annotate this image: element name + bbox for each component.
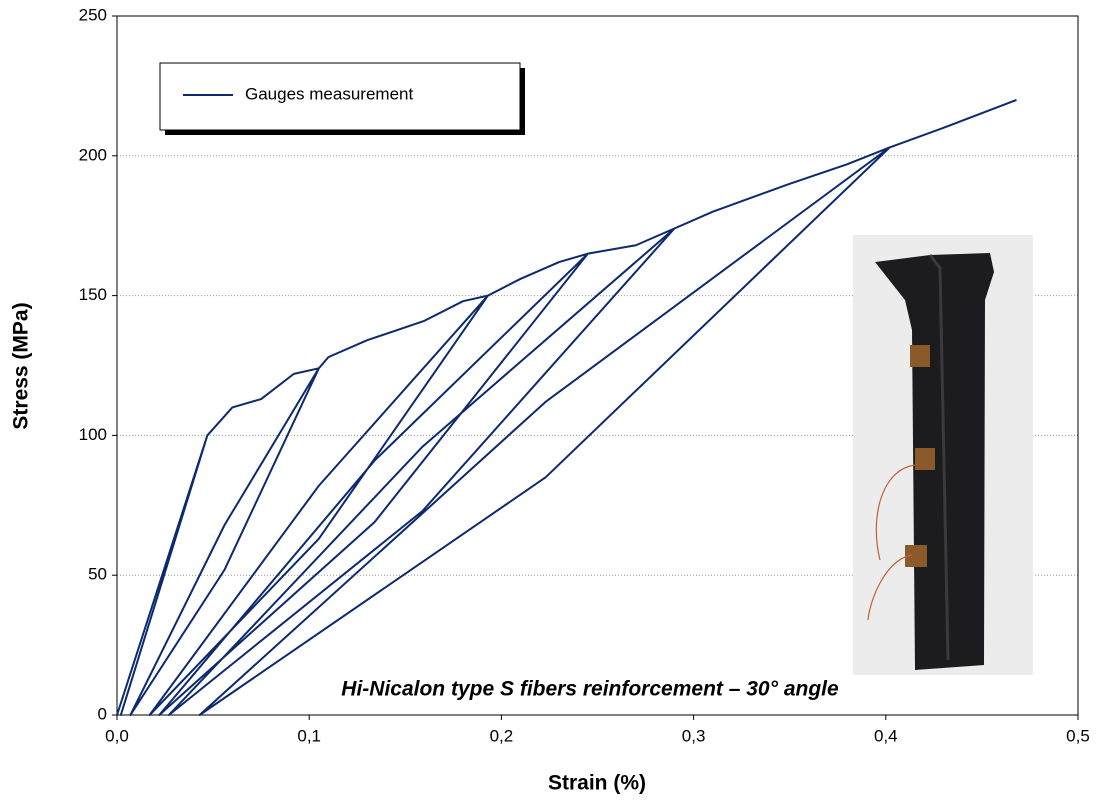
plot-frame [116,15,1079,716]
y-axis-title: Stress (MPa) [10,302,33,429]
legend-label: Gauges measurement [245,84,413,103]
legend: Gauges measurement [159,62,525,135]
annotation: Hi-Nicalon type S fibers reinforcement –… [341,678,839,701]
y-tick-label: 250 [79,5,107,24]
x-tick-label: 0,5 [1066,726,1090,745]
x-tick-label: 0,0 [105,726,129,745]
y-tick-label: 0 [98,704,107,723]
x-tick-label: 0,3 [682,726,706,745]
x-axis-title: Strain (%) [548,772,646,795]
x-tick-label: 0,2 [490,726,514,745]
y-tick-label: 150 [79,285,107,304]
data-line [116,98,1017,716]
x-tick-label: 0,4 [874,726,898,745]
specimen-photo [853,235,1033,675]
y-tick-label: 200 [79,145,107,164]
y-tick-label: 50 [88,565,107,584]
x-tick-label: 0,1 [297,726,321,745]
y-tick-label: 100 [79,425,107,444]
